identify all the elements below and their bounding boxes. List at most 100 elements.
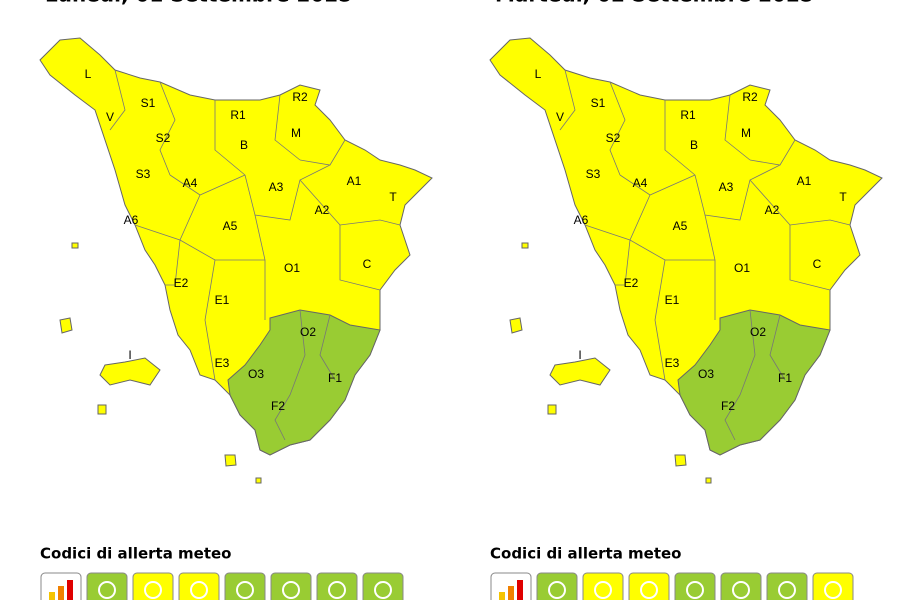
zone-label: E2 [174,276,189,290]
icon-symbol [732,581,750,599]
island [509,317,523,334]
icon-symbol [98,581,116,599]
zone-label: S2 [606,131,621,145]
zone-label: E2 [624,276,639,290]
zone-label: O3 [698,367,714,381]
island [674,454,687,467]
zone-label: S1 [591,96,606,110]
zone-border [615,239,631,286]
legend-icon [224,572,266,600]
zone-label: R1 [680,108,696,122]
zone-label: O1 [734,261,750,275]
icon-symbol [778,581,796,599]
map-panel: Lunedì, 01 Settembre 2025 L S1 V R2 R1 M S2 B S3 A… [39,0,433,600]
legend-icon [536,572,578,600]
zone-label: C [813,257,822,271]
zone-label: B [690,138,698,152]
zone-label: B [240,138,248,152]
zone-border [274,309,306,441]
zone-label: A6 [574,213,589,227]
zone-label: T [839,190,847,204]
zone-label: O1 [284,261,300,275]
zone-label: T [389,190,397,204]
island [521,242,529,249]
zone-label: A2 [315,203,330,217]
zone-border [664,100,696,176]
map-title: Martedì, 02 Settembre 2025 [495,0,814,7]
zone-label: V [106,110,114,124]
island [705,477,712,484]
legend-title: Codici di allerta meteo [490,545,682,563]
map-panel: Martedì, 02 Settembre 2025 L S1 V R2 R1 M S2 B S3… [489,0,883,600]
icon-symbol [144,581,162,599]
region-south [227,309,381,456]
zone-border [159,81,176,176]
icon-symbol [282,581,300,599]
icon-bar [517,580,523,600]
icon-bar [67,580,73,600]
legend-icon [766,572,808,600]
zone-label: F1 [328,371,342,385]
zone-label: S3 [136,167,151,181]
zone-label: E3 [215,356,230,370]
icon-symbol [640,581,658,599]
island [549,357,611,386]
zone-border [299,179,401,226]
region-south [677,309,831,456]
island [97,404,107,415]
zone-label: F1 [778,371,792,385]
legend-icon [582,572,624,600]
zone-label: S1 [141,96,156,110]
legend-icon [628,572,670,600]
zone-border [165,239,181,286]
zone-border [244,164,331,221]
island [59,317,73,334]
island [99,357,161,386]
zone-label: V [556,110,564,124]
legend-icon [362,572,404,600]
icon-symbol [190,581,208,599]
zone-label: I [578,348,581,362]
zone-label: S2 [156,131,171,145]
island [547,404,557,415]
legend-icon [132,572,174,600]
zone-label: E1 [215,293,230,307]
zone-border [109,69,126,131]
zone-label: O2 [750,325,766,339]
zone-label: E1 [665,293,680,307]
zone-label: A5 [223,219,238,233]
icon-bar [508,586,514,600]
legend-icon [270,572,312,600]
zone-border [769,314,786,381]
zone-label: A1 [347,174,362,188]
icon-symbol [824,581,842,599]
zone-label: E3 [665,356,680,370]
zone-label: C [363,257,372,271]
icon-symbol [686,581,704,599]
island [255,477,262,484]
zone-label: A1 [797,174,812,188]
zone-border [789,225,831,291]
legend-icon [86,572,128,600]
zone-label: L [85,67,92,81]
legend-title: Codici di allerta meteo [40,545,232,563]
legend-icon [812,572,854,600]
icon-symbol [594,581,612,599]
zone-border [339,225,381,291]
zone-border [319,314,336,381]
zone-label: F2 [721,399,735,413]
zone-border [654,259,666,381]
zone-border [204,259,216,381]
zone-label: A3 [719,180,734,194]
zone-label: R1 [230,108,246,122]
zone-label: R2 [292,90,308,104]
zone-label: A6 [124,213,139,227]
island [224,454,237,467]
zone-label: A2 [765,203,780,217]
zone-border [694,164,781,221]
legend-icon [720,572,762,600]
zone-label: A5 [673,219,688,233]
zone-border [724,309,756,441]
icon-symbol [328,581,346,599]
